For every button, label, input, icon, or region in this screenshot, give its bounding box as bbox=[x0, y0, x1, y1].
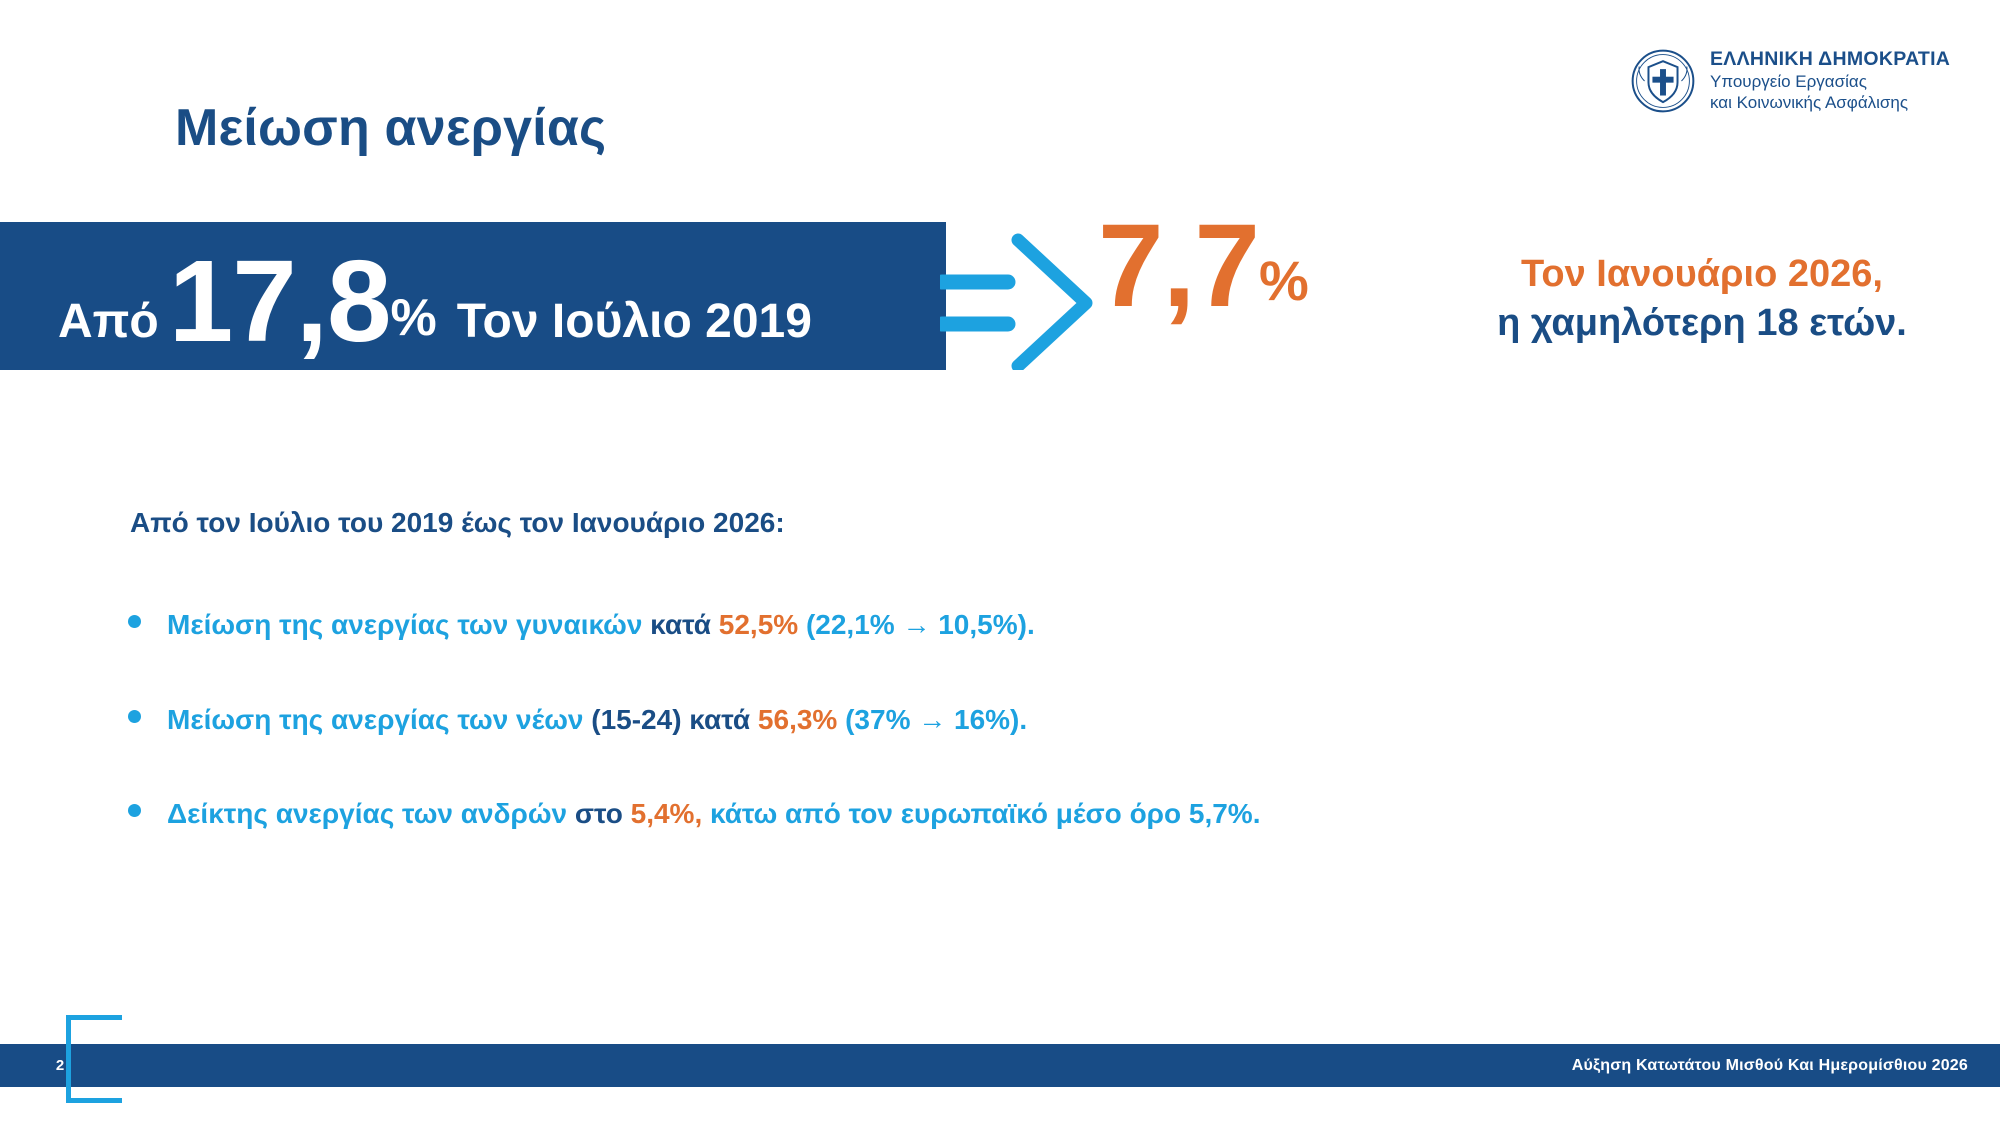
footer-bar bbox=[0, 1044, 2000, 1087]
bullet-segment: (15-24) κατά bbox=[591, 703, 758, 735]
footer-bracket-decoration bbox=[66, 1015, 122, 1103]
bullet-dot-icon bbox=[128, 615, 141, 628]
bullet-segment: στο bbox=[574, 798, 631, 830]
list-item: Μείωση της ανεργίας των νέων (15-24) κατ… bbox=[128, 703, 1908, 737]
bullet-segment: Δείκτης ανεργίας των ανδρών bbox=[167, 798, 575, 830]
banner-prefix-label: Από bbox=[58, 295, 159, 348]
bullet-segment: 5,4%, bbox=[630, 798, 711, 830]
logo-line-1: ΕΛΛΗΝΙΚΗ ΔΗΜΟΚΡΑΤΙΑ bbox=[1710, 48, 1951, 71]
from-value-banner: Από 17,8 % Τον Ιούλιο 2019 bbox=[0, 222, 946, 370]
logo-line-2: Υπουργείο Εργασίας bbox=[1710, 72, 1867, 92]
bullet-list: Μείωση της ανεργίας των γυναικών κατά 52… bbox=[128, 608, 1908, 892]
page-number: 2 bbox=[55, 1057, 65, 1074]
bullet-text: Δείκτης ανεργίας των ανδρών στο 5,4%, κά… bbox=[167, 797, 1260, 831]
current-rate-percent-sign: % bbox=[1259, 248, 1309, 312]
list-item: Δείκτης ανεργίας των ανδρών στο 5,4%, κά… bbox=[128, 797, 1908, 831]
caption-line-2: η χαμηλότερη 18 ετών. bbox=[1497, 302, 1907, 345]
body-intro: Από τον Ιούλιο του 2019 έως τον Ιανουάρι… bbox=[130, 507, 785, 538]
banner-period-label: Τον Ιούλιο 2019 bbox=[456, 295, 812, 348]
current-rate-highlight: 7,7 % bbox=[1098, 200, 1309, 332]
bullet-segment: 52,5% bbox=[718, 609, 806, 640]
current-rate-caption: Τον Ιανουάριο 2026, η χαμηλότερη 18 ετών… bbox=[1432, 250, 1972, 349]
ministry-logo: ΕΛΛΗΝΙΚΗ ΔΗΜΟΚΡΑΤΙΑ Υπουργείο Εργασίας κ… bbox=[1630, 48, 1950, 114]
footer-title: Αύξηση Κατωτάτου Μισθού Και Ημερομίσθιου… bbox=[1571, 1056, 1968, 1074]
list-item: Μείωση της ανεργίας των γυναικών κατά 52… bbox=[128, 608, 1908, 642]
bullet-text: Μείωση της ανεργίας των νέων (15-24) κατ… bbox=[167, 703, 1027, 737]
bullet-segment: κάτω από τον ευρωπαϊκό μέσο όρο 5,7%. bbox=[710, 798, 1261, 830]
caption-line-1: Τον Ιανουάριο 2026, bbox=[1521, 253, 1883, 295]
page-title: Μείωση ανεργίας bbox=[175, 99, 607, 157]
logo-line-3: και Κοινωνικής Ασφάλισης bbox=[1710, 92, 1909, 112]
bullet-segment: (22,1% → 10,5%). bbox=[805, 609, 1035, 640]
bullet-dot-icon bbox=[128, 709, 141, 723]
current-rate-value: 7,7 bbox=[1098, 200, 1260, 332]
logo-text: ΕΛΛΗΝΙΚΗ ΔΗΜΟΚΡΑΤΙΑ Υπουργείο Εργασίας κ… bbox=[1710, 48, 1950, 113]
bullet-segment: Μείωση της ανεργίας των γυναικών bbox=[167, 609, 651, 640]
bullet-segment: 56,3% bbox=[757, 703, 846, 735]
bullet-dot-icon bbox=[128, 804, 141, 818]
banner-value: 17,8 bbox=[168, 235, 392, 366]
double-chevron-right-arrow-icon bbox=[940, 233, 1093, 370]
bullet-segment: (37% → 16%). bbox=[845, 703, 1028, 735]
banner-percent-sign: % bbox=[390, 289, 437, 347]
bullet-segment: κατά bbox=[650, 609, 719, 640]
bullet-text: Μείωση της ανεργίας των γυναικών κατά 52… bbox=[167, 608, 1035, 642]
bullet-segment: Μείωση της ανεργίας των νέων bbox=[167, 703, 592, 735]
greek-coat-of-arms-icon bbox=[1631, 49, 1695, 113]
